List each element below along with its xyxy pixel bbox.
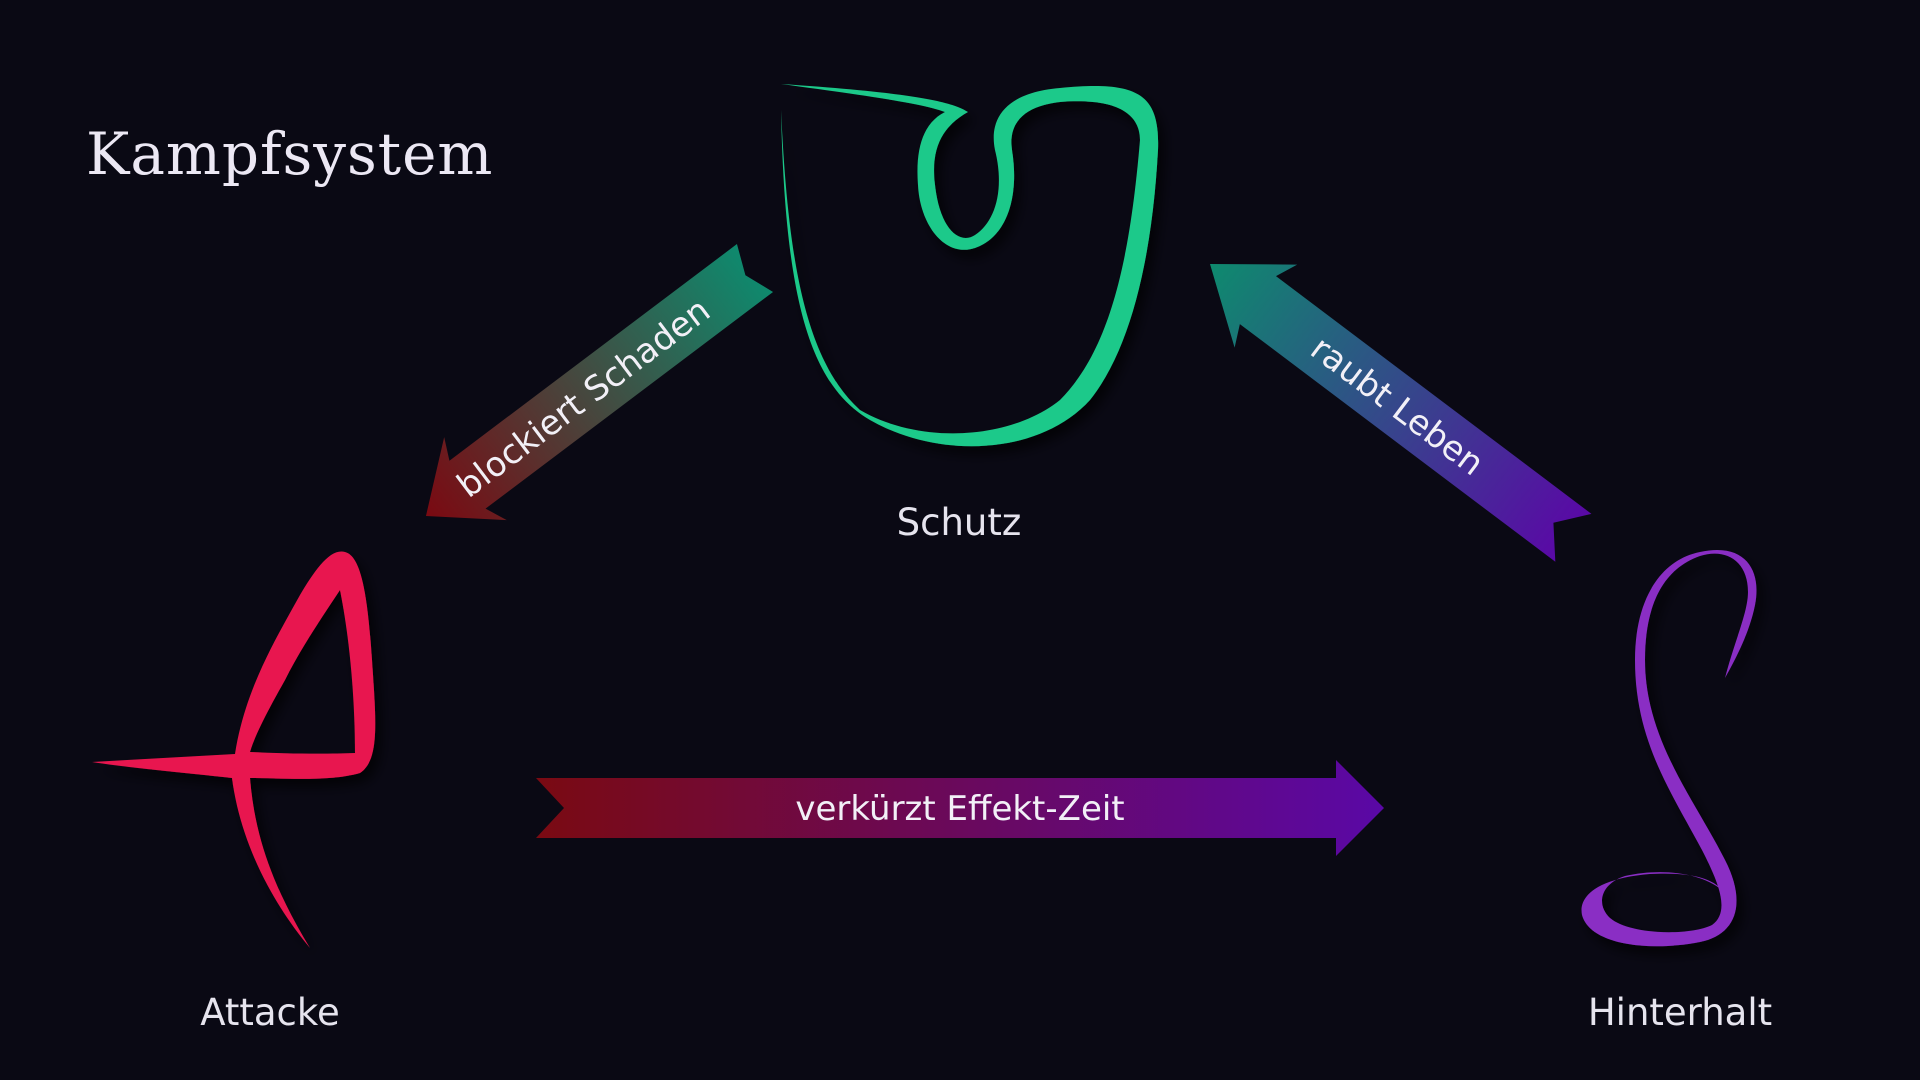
relation-attacke-hinterhalt-label: verkürzt Effekt-Zeit [795, 789, 1124, 829]
hinterhalt-glyph-stroke [1581, 549, 1757, 947]
schutz-glyph-stroke [781, 84, 1159, 447]
attacke-glyph-stroke [92, 551, 376, 948]
relation-hinterhalt-schutz-arrow [1210, 264, 1592, 562]
relation-schutz-attacke: blockiert Schaden [425, 244, 774, 521]
relation-attacke-hinterhalt-arrow [536, 760, 1384, 856]
relation-hinterhalt-schutz-label: raubt Leben [1303, 328, 1491, 484]
relation-attacke-hinterhalt: verkürzt Effekt-Zeit [536, 760, 1384, 856]
attacke-glyph [92, 551, 376, 948]
relation-hinterhalt-schutz: raubt Leben [1210, 264, 1592, 562]
hinterhalt-glyph [1581, 549, 1757, 947]
page-title: Kampfsystem [86, 120, 494, 188]
relation-schutz-attacke-arrow [425, 244, 774, 521]
relation-schutz-attacke-label: blockiert Schaden [450, 290, 718, 506]
node-label-schutz: Schutz [897, 501, 1022, 544]
schutz-glyph [781, 84, 1159, 447]
node-label-attacke: Attacke [200, 991, 340, 1034]
node-label-hinterhalt: Hinterhalt [1588, 991, 1772, 1034]
